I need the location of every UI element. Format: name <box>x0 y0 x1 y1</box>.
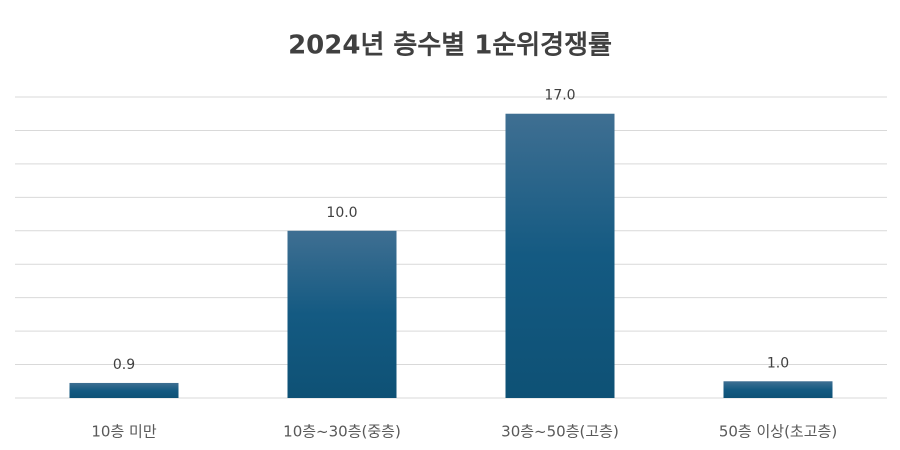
x-tick-label: 10층 미만 <box>91 423 156 441</box>
bar <box>505 113 615 398</box>
data-label: 10.0 <box>326 205 357 221</box>
chart-title: 2024년 층수별 1순위경쟁률 <box>288 31 612 61</box>
x-tick-label: 30층~50층(고층) <box>501 423 619 441</box>
data-label: 0.9 <box>113 357 135 373</box>
bar <box>723 381 833 398</box>
data-label: 1.0 <box>767 355 789 371</box>
x-tick-label: 10층~30층(중층) <box>283 423 401 441</box>
bar <box>287 230 397 398</box>
x-tick-label: 50층 이상(초고층) <box>719 423 837 441</box>
bar <box>69 382 179 398</box>
data-label: 17.0 <box>544 88 575 104</box>
